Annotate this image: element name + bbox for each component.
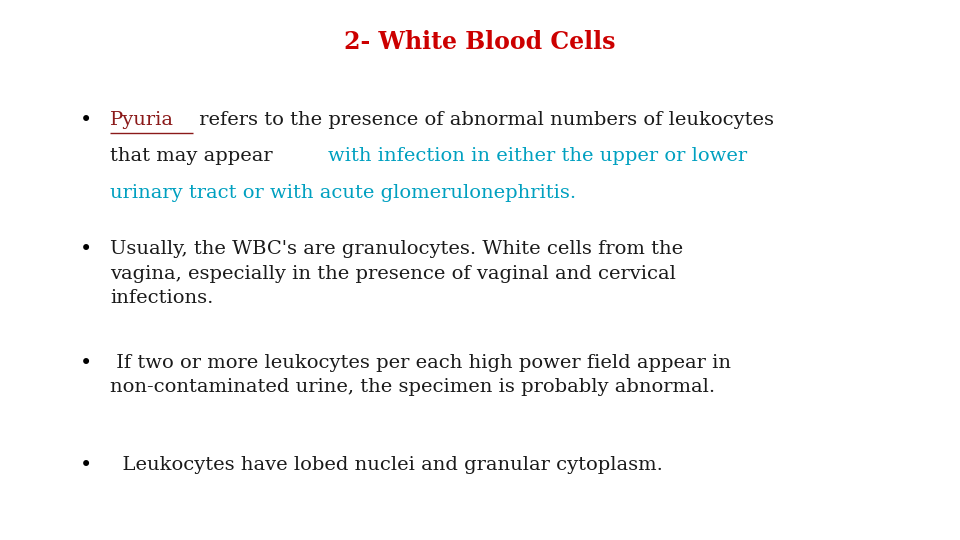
Text: Leukocytes have lobed nuclei and granular cytoplasm.: Leukocytes have lobed nuclei and granula… [110,456,663,474]
Text: refers to the presence of abnormal numbers of leukocytes: refers to the presence of abnormal numbe… [193,111,774,129]
Text: Pyuria: Pyuria [110,111,175,129]
Text: •: • [81,111,92,130]
Text: If two or more leukocytes per each high power field appear in
non-contaminated u: If two or more leukocytes per each high … [110,354,732,396]
Text: urinary tract or with acute glomerulonephritis.: urinary tract or with acute glomerulonep… [110,184,577,202]
Text: with infection in either the upper or lower: with infection in either the upper or lo… [328,147,748,165]
Text: that may appear: that may appear [110,147,279,165]
Text: 2- White Blood Cells: 2- White Blood Cells [345,30,615,53]
Text: •: • [81,240,92,259]
Text: Usually, the WBC's are granulocytes. White cells from the
vagina, especially in : Usually, the WBC's are granulocytes. Whi… [110,240,684,307]
Text: •: • [81,456,92,475]
Text: •: • [81,354,92,373]
